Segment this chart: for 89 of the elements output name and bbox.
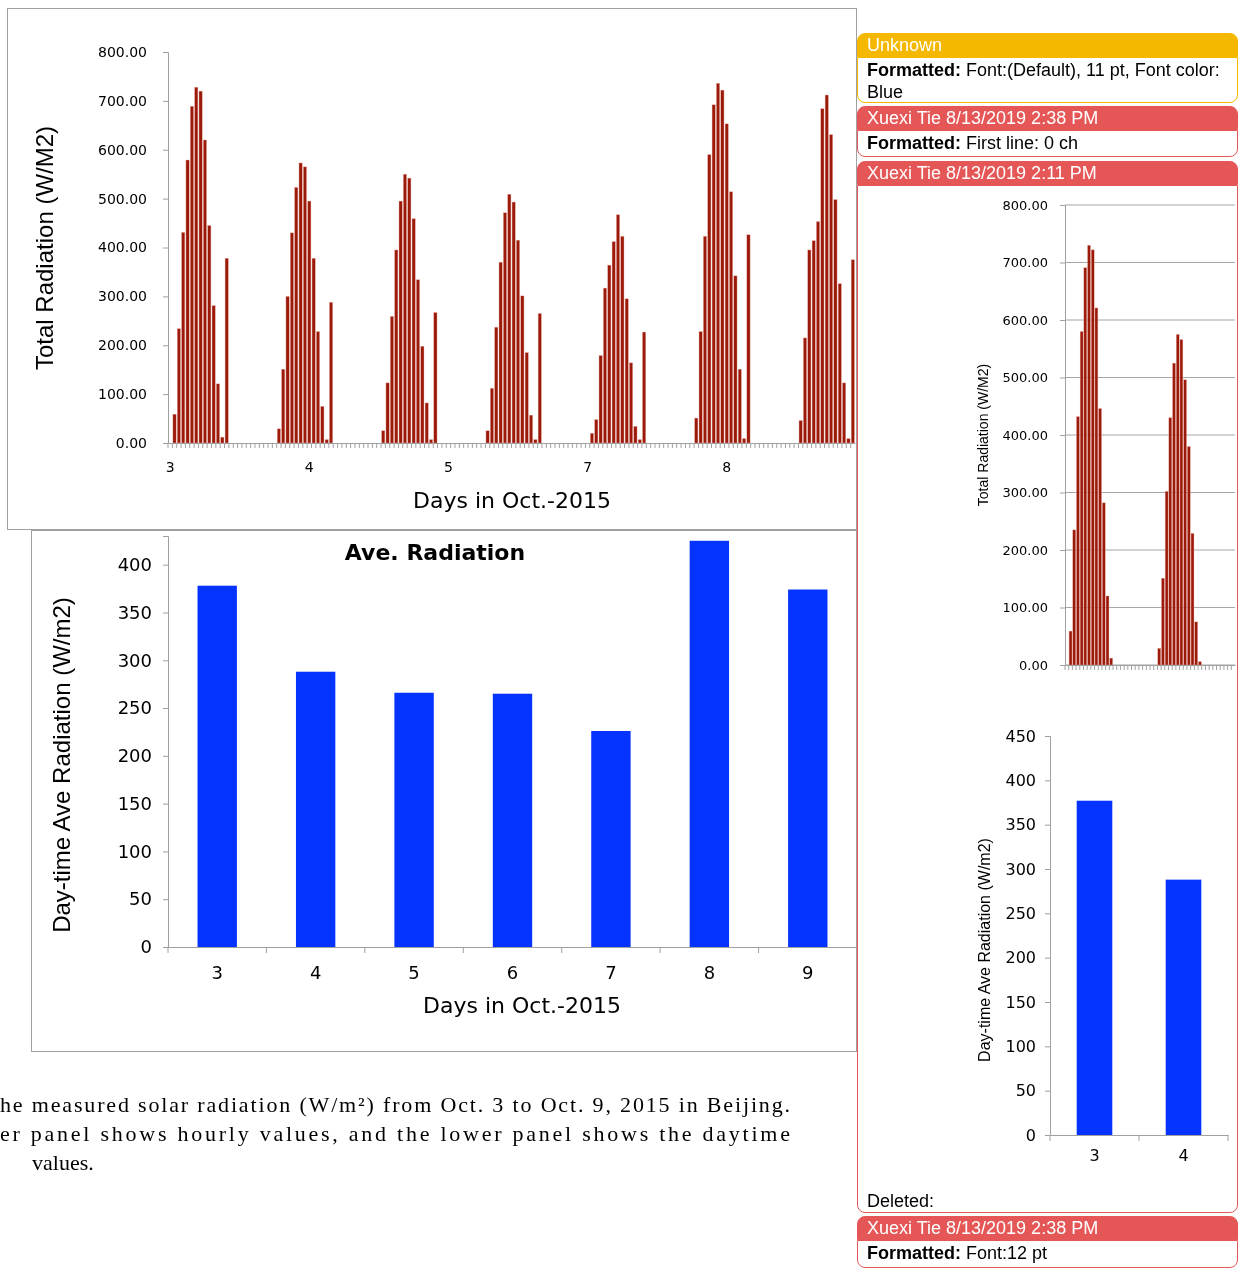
bar (197, 585, 237, 947)
y-tick-label: 700.00 (1002, 255, 1048, 271)
y-axis-title: Total Radiation (W/M2) (974, 363, 991, 507)
bar (198, 90, 203, 444)
x-tick-label: 5 (443, 459, 453, 476)
text: Xuexi Tie 8/13/2019 2:38 PM (857, 106, 1238, 130)
bar (224, 258, 229, 444)
y-tick-label: 250 (1005, 903, 1036, 923)
x-tick-label: 3 (165, 459, 175, 476)
x-tick-label: 3 (211, 962, 223, 984)
bar (689, 540, 730, 947)
x-tick-label: 5 (408, 962, 420, 984)
x-axis-title: Days in Oct.-2015 (413, 488, 611, 513)
y-tick-label: 350 (117, 601, 152, 623)
text: Formatted: Font:(Default), 11 pt, Font color: Blue (867, 60, 1220, 102)
bar (433, 312, 438, 444)
bar (746, 234, 751, 444)
y-tick-label: 250 (117, 697, 152, 719)
text: Unknown (857, 33, 1238, 57)
y-axis-title: Day-time Ave Radiation (W/m2) (975, 838, 993, 1062)
bar (407, 177, 412, 444)
x-tick-label: 8 (722, 459, 732, 476)
bar (1176, 334, 1180, 666)
y-tick-label: 400.00 (1002, 427, 1048, 443)
chart-title: Ave. Radiation (344, 539, 526, 565)
y-tick-label: 150 (117, 792, 152, 814)
y-tick-label: 200.00 (1002, 542, 1048, 558)
x-tick-label: 3 (1089, 1146, 1100, 1166)
y-tick-label: 0.00 (1019, 657, 1048, 673)
y-tick-label: 0 (140, 936, 152, 958)
bar (295, 671, 336, 947)
x-tick-label: 7 (605, 962, 617, 984)
text: values. (32, 1150, 94, 1175)
y-tick-label: 500.00 (98, 190, 147, 207)
text: Formatted: Font:12 pt (867, 1243, 1048, 1263)
x-tick-label: 4 (309, 962, 322, 984)
bar (591, 730, 631, 947)
x-tick-label: 4 (1178, 1146, 1189, 1166)
y-tick-label: 200 (117, 745, 152, 767)
x-axis-title: Days in Oct.-2015 (423, 993, 621, 1018)
y-tick-label: 300 (117, 649, 152, 671)
text: he measured solar radiation (W/m²) from Oct. 3 to Oct. 9, 2015 in Beijing. (0, 1092, 790, 1117)
y-tick-label: 450 (1005, 726, 1036, 746)
y-tick-label: 400.00 (98, 239, 147, 256)
y-tick-label: 50 (1015, 1081, 1036, 1101)
y-tick-label: 400 (117, 553, 152, 575)
text: er panel shows hourly values, and the lower panel shows the daytime (0, 1121, 790, 1146)
y-axis-title: Total Radiation (W/M2) (31, 125, 59, 371)
text: Formatted: First line: 0 ch (867, 133, 1079, 153)
x-tick-label: 8 (703, 962, 716, 984)
bar (537, 313, 542, 444)
y-tick-label: 300.00 (98, 288, 147, 305)
text: Xuexi Tie 8/13/2019 2:38 PM (857, 1216, 1238, 1240)
y-tick-label: 400 (1005, 770, 1036, 790)
y-tick-label: 300 (1005, 859, 1036, 879)
y-tick-label: 800.00 (98, 43, 147, 60)
x-tick-label: 4 (304, 459, 314, 476)
bar (394, 692, 434, 947)
y-tick-label: 100.00 (1002, 600, 1048, 616)
bar (824, 94, 829, 444)
x-tick-label: 7 (583, 459, 593, 476)
bar (194, 86, 199, 444)
y-axis-title: Day-time Ave Radiation (W/m2) (48, 597, 76, 933)
bar (492, 693, 533, 947)
bar (298, 162, 303, 444)
y-tick-label: 150 (1005, 992, 1036, 1012)
y-tick-label: 200.00 (98, 337, 147, 354)
bar (507, 194, 512, 444)
y-tick-label: 500.00 (1002, 370, 1048, 386)
y-tick-label: 0 (1025, 1125, 1036, 1145)
y-tick-label: 0.00 (115, 434, 147, 451)
y-tick-label: 600.00 (98, 141, 147, 158)
x-tick-label: 6 (506, 962, 519, 984)
y-tick-label: 100.00 (98, 386, 147, 403)
text: Deleted: (867, 1190, 936, 1212)
y-tick-label: 100 (117, 840, 152, 862)
y-tick-label: 350 (1005, 815, 1036, 835)
y-tick-label: 100 (1005, 1036, 1036, 1056)
bar (1091, 249, 1095, 666)
y-tick-label: 600.00 (1002, 312, 1048, 328)
y-tick-label: 700.00 (98, 92, 147, 109)
x-tick-label: 9 (802, 962, 814, 984)
y-tick-label: 800.00 (1002, 197, 1048, 213)
text: Xuexi Tie 8/13/2019 2:11 PM (857, 161, 1238, 185)
y-tick-label: 50 (129, 888, 152, 910)
bar (788, 589, 828, 947)
y-tick-label: 300.00 (1002, 485, 1048, 501)
y-tick-label: 200 (1005, 948, 1036, 968)
bar (1087, 245, 1091, 666)
